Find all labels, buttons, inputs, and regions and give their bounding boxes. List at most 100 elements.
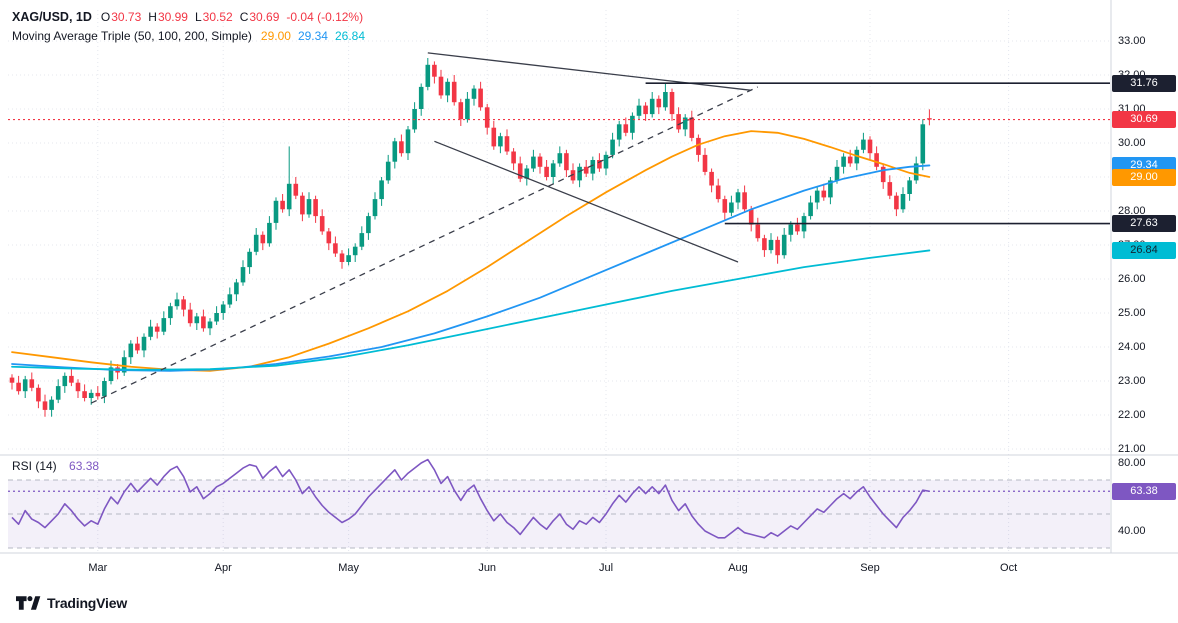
candle-body [907,180,912,194]
candle-body [16,382,21,392]
rsi-line [11,458,930,539]
tradingview-logo-icon [16,596,41,610]
candle-body [372,199,378,217]
candle-body [583,166,589,174]
candle-body [458,102,464,120]
candle-body [663,92,668,108]
candle-body [267,222,272,244]
candle-body [260,234,266,244]
candle-body [715,185,721,200]
price-axis[interactable] [1111,0,1178,553]
candle-body [781,234,787,256]
candle-body [253,234,259,252]
candle-body [121,357,127,373]
open-label: O [100,10,111,24]
candle-body [148,326,153,337]
ma100-value: 29.34 [297,29,328,43]
tradingview-logo[interactable]: TradingView [16,595,127,611]
candle-body [102,381,107,397]
candle-body [597,160,602,169]
candle-body [352,246,358,256]
candle-body [187,309,193,324]
candle-body [531,156,536,169]
candle-body [438,76,444,96]
candle-body [564,153,569,171]
candle-body [887,182,893,196]
candle-body [425,64,431,87]
candle-body [234,282,239,295]
candle-body [570,170,576,181]
candle-body [280,200,285,210]
candle-body [36,387,41,402]
ma-indicator-title[interactable]: Moving Average Triple (50, 100, 200, Sim… [12,29,252,43]
close-label: C [239,10,249,24]
candle-body [286,183,292,210]
candle-body [795,224,800,232]
candle-body [194,316,200,324]
ohlc-open: O30.73 [101,8,141,27]
candle-body [722,199,728,213]
candle-body [768,239,774,251]
symbol-row: XAG/USD, 1D O30.73 H30.99 L30.52 C30.69 … [12,8,372,27]
candle-body [88,392,94,398]
candle-body [161,318,167,332]
candle-body [656,98,662,108]
candle-body [814,190,820,203]
low-label: L [194,10,202,24]
candle-body [927,118,932,120]
sma-100-line [11,164,931,372]
candle-body [834,166,840,181]
candle-body [498,136,503,147]
candle-body [511,151,516,164]
candle-body [141,336,147,351]
candle-body [630,115,635,133]
candle-body [590,160,596,174]
candle-body [861,139,866,150]
symbol-title[interactable]: XAG/USD, 1D [12,10,92,24]
candle-body [550,163,556,177]
candle-body [313,199,318,217]
rsi-legend: RSI (14) 63.38 [12,459,99,473]
candle-body [220,304,226,313]
candle-body [29,379,35,388]
candle-body [709,171,714,186]
candle-body [874,153,879,167]
candle-body [346,255,351,262]
candle-body [880,166,886,183]
candle-body [841,156,846,167]
candle-body [55,386,61,400]
ohlc-close: C30.69 [240,8,280,27]
candle-body [300,195,305,215]
ohlc-low: L30.52 [195,8,233,27]
candle-body [762,238,767,251]
candle-body [306,199,312,215]
candle-body [293,183,299,196]
candle-body [227,294,233,305]
high-label: H [148,10,157,24]
candle-body [392,141,398,162]
candle-body [69,375,74,383]
candle-body [894,195,899,210]
ma-indicator-row: Moving Average Triple (50, 100, 200, Sim… [12,27,372,46]
candle-body [491,127,497,147]
candle-body [669,92,675,115]
candle-body [174,299,180,307]
rsi-indicator-title[interactable]: RSI (14) [12,459,57,473]
candle-body [537,156,543,167]
candle-body [201,316,206,329]
candle-body [920,124,926,164]
candle-body [603,154,609,169]
sma-200-line [11,249,931,371]
tradingview-logo-text: TradingView [47,595,128,611]
candle-body [273,200,279,223]
candle-body [366,216,371,234]
candle-body [913,163,919,181]
candle-body [689,117,695,138]
time-axis[interactable] [0,553,1111,585]
candle-body [49,399,54,410]
candle-body [808,202,813,217]
candle-body [418,86,424,109]
candle-body [735,192,741,203]
ma50-value: 29.00 [260,29,291,43]
